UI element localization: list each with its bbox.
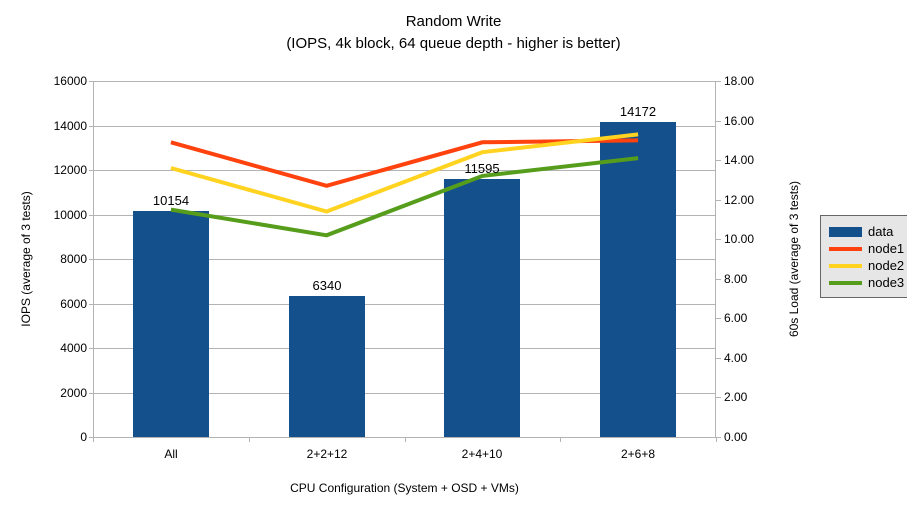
- gridline: [93, 393, 716, 394]
- legend-line-marker: [829, 263, 862, 268]
- x-tick-mark: [560, 437, 561, 442]
- legend: data node1 node2 node3: [820, 215, 907, 298]
- legend-item-node1: node1: [829, 241, 904, 256]
- y-right-tick-label: 4.00: [724, 351, 748, 365]
- y-left-tick-label: 8000: [60, 252, 87, 266]
- x-tick-label-All: All: [164, 447, 178, 461]
- chart-title: Random Write: [405, 13, 502, 30]
- line-node3: [170, 156, 639, 238]
- right-axis-title: 60s Load (average of 3 tests): [787, 180, 801, 338]
- y-left-tick-label: 4000: [60, 341, 87, 355]
- legend-label: data: [868, 224, 894, 239]
- y-right-tick-label: 16.00: [724, 114, 755, 128]
- y-right-tick-mark: [715, 200, 721, 201]
- left-axis-title: IOPS (average of 3 tests): [19, 191, 33, 327]
- gridline: [93, 304, 716, 305]
- x-tick-label-2+6+8: 2+6+8: [620, 447, 656, 461]
- y-left-tick-label: 0: [80, 430, 87, 444]
- y-right-tick-mark: [715, 279, 721, 280]
- gridline: [93, 170, 716, 171]
- y-right-tick-label: 8.00: [724, 272, 748, 286]
- bar-value-label: 10154: [152, 193, 190, 208]
- y-left-tick-mark: [89, 81, 94, 82]
- y-left-tick-label: 6000: [60, 297, 87, 311]
- x-tick-label-2+2+12: 2+2+12: [306, 447, 348, 461]
- y-left-tick-mark: [89, 304, 94, 305]
- y-left-tick-label: 16000: [53, 74, 87, 88]
- bar-2+4+10: [444, 179, 520, 437]
- gridline: [93, 437, 716, 438]
- legend-label: node1: [868, 241, 905, 256]
- x-tick-mark: [405, 437, 406, 442]
- legend-box-marker: [829, 226, 862, 237]
- y-left-tick-label: 14000: [53, 119, 87, 133]
- gridline: [93, 215, 716, 216]
- y-left-tick-mark: [89, 215, 94, 216]
- y-right-tick-label: 2.00: [724, 390, 748, 404]
- x-axis-title: CPU Configuration (System + OSD + VMs): [290, 481, 519, 495]
- right-axis-line: [715, 81, 716, 438]
- y-left-tick-mark: [89, 259, 94, 260]
- x-tick-mark: [716, 437, 717, 442]
- bar-2+6+8: [600, 122, 676, 437]
- plot-area: 10154 6340 11595 14172: [93, 81, 716, 438]
- y-right-tick-label: 18.00: [724, 74, 755, 88]
- y-left-tick-label: 12000: [53, 163, 87, 177]
- y-right-tick-mark: [715, 318, 721, 319]
- legend-item-data: data: [829, 224, 904, 239]
- bar-value-label: 6340: [312, 278, 342, 293]
- y-right-tick-mark: [715, 358, 721, 359]
- bar-value-label: 11595: [464, 161, 500, 176]
- y-right-tick-mark: [715, 121, 721, 122]
- x-tick-label-2+4+10: 2+4+10: [461, 447, 503, 461]
- bar-All: [133, 211, 209, 437]
- y-right-tick-mark: [715, 437, 721, 438]
- y-right-tick-mark: [715, 81, 721, 82]
- bar-value-label: 14172: [619, 104, 657, 119]
- y-left-tick-mark: [89, 348, 94, 349]
- y-right-tick-label: 0.00: [724, 430, 748, 444]
- line-node2: [170, 132, 639, 214]
- y-right-tick-label: 14.00: [724, 153, 755, 167]
- line-node1: [170, 138, 639, 188]
- y-right-tick-mark: [715, 397, 721, 398]
- y-right-tick-label: 10.00: [724, 232, 755, 246]
- legend-item-node2: node2: [829, 258, 904, 273]
- y-left-tick-mark: [89, 393, 94, 394]
- y-left-tick-label: 10000: [53, 208, 87, 222]
- gridline: [93, 259, 716, 260]
- y-left-tick-mark: [89, 437, 94, 438]
- gridline: [93, 348, 716, 349]
- legend-line-marker: [829, 280, 862, 285]
- gridline: [93, 126, 716, 127]
- y-left-tick-mark: [89, 126, 94, 127]
- legend-label: node3: [868, 275, 905, 290]
- legend-line-marker: [829, 246, 862, 251]
- y-left-tick-label: 2000: [60, 386, 87, 400]
- bar-2+2+12: [289, 296, 365, 437]
- y-right-tick-label: 12.00: [724, 193, 755, 207]
- x-tick-mark: [249, 437, 250, 442]
- legend-label: node2: [868, 258, 905, 273]
- x-tick-mark: [93, 437, 94, 442]
- chart-subtitle: (IOPS, 4k block, 64 queue depth - higher…: [286, 35, 621, 52]
- y-left-tick-mark: [89, 170, 94, 171]
- y-right-tick-mark: [715, 160, 721, 161]
- y-right-tick-label: 6.00: [724, 311, 748, 325]
- legend-item-node3: node3: [829, 275, 904, 290]
- gridline: [93, 81, 716, 82]
- line-series-layer: [170, 132, 639, 238]
- y-right-tick-mark: [715, 239, 721, 240]
